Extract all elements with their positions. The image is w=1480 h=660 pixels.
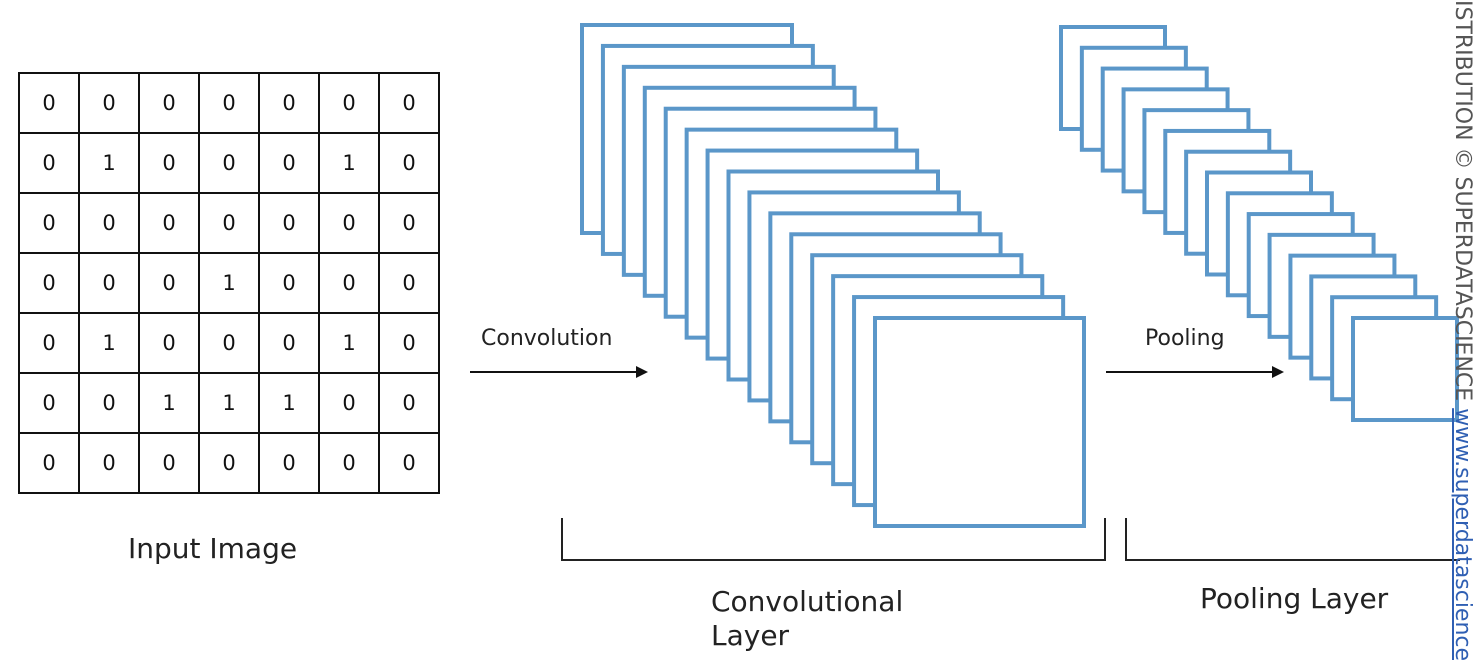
convolutional-feature-maps xyxy=(580,23,1086,528)
grid-cell: 0 xyxy=(198,132,260,194)
grid-cell: 0 xyxy=(138,132,200,194)
grid-cell: 0 xyxy=(198,312,260,374)
grid-cell: 0 xyxy=(318,252,380,314)
grid-cell: 1 xyxy=(138,372,200,434)
grid-cell: 0 xyxy=(18,312,80,374)
grid-cell: 0 xyxy=(138,252,200,314)
grid-cell: 0 xyxy=(378,252,440,314)
grid-cell: 0 xyxy=(318,432,380,494)
pooling-arrow xyxy=(1106,366,1284,378)
grid-cell: 0 xyxy=(318,372,380,434)
grid-cell: 0 xyxy=(78,372,140,434)
grid-cell: 0 xyxy=(258,312,320,374)
grid-cell: 0 xyxy=(78,72,140,134)
grid-cell: 0 xyxy=(318,192,380,254)
grid-cell: 0 xyxy=(18,72,80,134)
grid-cell: 0 xyxy=(258,192,320,254)
grid-cell: 0 xyxy=(78,192,140,254)
grid-cell: 0 xyxy=(258,432,320,494)
convolution-arrow xyxy=(470,366,648,378)
grid-cell: 0 xyxy=(18,252,80,314)
grid-cell: 0 xyxy=(18,432,80,494)
input-image-label: Input Image xyxy=(128,532,298,565)
grid-cell: 0 xyxy=(198,432,260,494)
grid-cell: 0 xyxy=(138,192,200,254)
grid-cell: 0 xyxy=(378,192,440,254)
convolution-label: Convolution xyxy=(481,326,613,351)
grid-cell: 0 xyxy=(18,372,80,434)
grid-cell: 0 xyxy=(18,132,80,194)
grid-cell: 0 xyxy=(258,72,320,134)
convolutional-feature-map xyxy=(873,316,1086,528)
pooling-label: Pooling xyxy=(1145,326,1225,351)
convolutional-layer-bracket xyxy=(561,518,1106,561)
grid-cell: 0 xyxy=(378,432,440,494)
grid-cell: 0 xyxy=(78,252,140,314)
grid-cell: 0 xyxy=(78,432,140,494)
grid-cell: 0 xyxy=(258,252,320,314)
grid-cell: 0 xyxy=(138,312,200,374)
grid-cell: 0 xyxy=(378,372,440,434)
grid-cell: 1 xyxy=(258,372,320,434)
grid-cell: 1 xyxy=(198,372,260,434)
grid-cell: 0 xyxy=(318,72,380,134)
grid-cell: 0 xyxy=(198,192,260,254)
grid-cell: 0 xyxy=(138,432,200,494)
watermark: ISTRIBUTION © SUPERDATASCIENCE www.super… xyxy=(1444,0,1480,660)
grid-cell: 0 xyxy=(258,132,320,194)
grid-cell: 1 xyxy=(78,312,140,374)
pooling-layer-bracket xyxy=(1125,518,1460,561)
grid-cell: 0 xyxy=(198,72,260,134)
grid-cell: 1 xyxy=(318,132,380,194)
watermark-text: ISTRIBUTION © SUPERDATASCIENCE xyxy=(1450,0,1475,402)
pooling-feature-maps xyxy=(1059,25,1459,422)
grid-cell: 0 xyxy=(138,72,200,134)
watermark-link[interactable]: www.superdatascience.c xyxy=(1450,408,1475,660)
grid-cell: 0 xyxy=(378,312,440,374)
grid-cell: 1 xyxy=(198,252,260,314)
grid-cell: 1 xyxy=(318,312,380,374)
pooling-layer-label: Pooling Layer xyxy=(1200,582,1389,615)
grid-cell: 0 xyxy=(18,192,80,254)
convolutional-layer-label: Convolutional Layer xyxy=(711,585,904,652)
grid-cell: 0 xyxy=(378,132,440,194)
grid-cell: 0 xyxy=(378,72,440,134)
pooled-feature-map xyxy=(1351,316,1459,422)
grid-cell: 1 xyxy=(78,132,140,194)
